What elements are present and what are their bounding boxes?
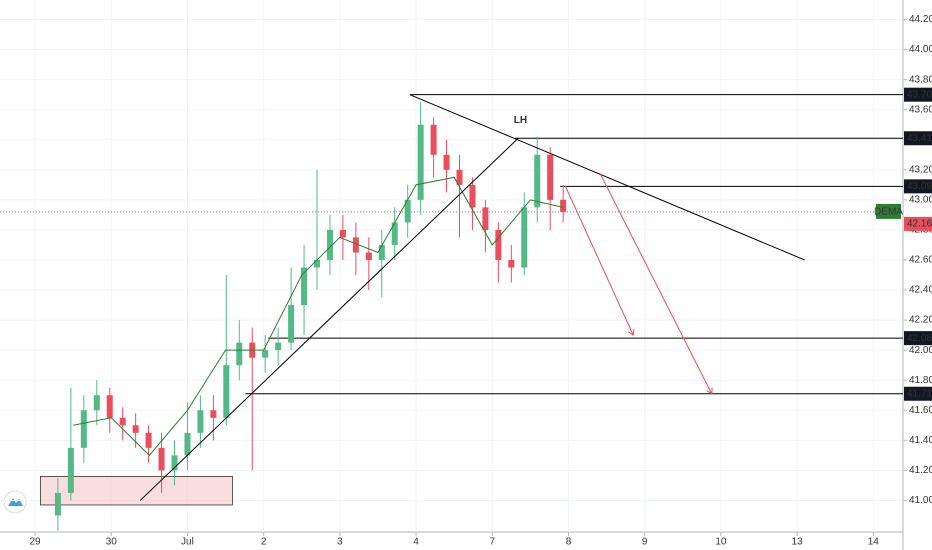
y-tick-label: 41.20 <box>909 465 932 476</box>
x-tick-label: 3 <box>337 537 343 548</box>
candle-body <box>54 492 61 516</box>
x-tick-label: 9 <box>642 537 648 548</box>
x-tick-label: 14 <box>868 537 880 548</box>
y-tick-label: 41.60 <box>909 405 932 416</box>
level-label: 42.08 <box>907 333 932 344</box>
x-tick-label: 2 <box>261 537 267 548</box>
level-label-bg <box>904 331 932 346</box>
level-label-bg <box>904 87 932 102</box>
level-label-bg <box>904 131 932 146</box>
level-label: 43.70 <box>907 89 932 100</box>
arrow <box>564 186 634 336</box>
y-tick-label: 42.40 <box>909 285 932 296</box>
candle-body <box>314 259 321 268</box>
candle-body <box>352 237 359 253</box>
level-label: 43.09 <box>907 181 932 192</box>
level-label-bg <box>904 179 932 194</box>
y-tick-label: 41.00 <box>909 495 932 506</box>
candle-body <box>521 207 528 268</box>
y-tick-label: 43.80 <box>909 74 932 85</box>
dema-label-bg <box>876 203 901 219</box>
candle-body <box>339 229 346 238</box>
annotation: LH <box>514 115 527 126</box>
candle-body <box>80 410 87 448</box>
candle-body <box>119 417 126 426</box>
trendline <box>139 137 519 501</box>
candle-body <box>197 410 204 433</box>
y-tick-label: 42.60 <box>909 255 932 266</box>
y-tick-label: 41.40 <box>909 435 932 446</box>
y-tick-label: 42.20 <box>909 315 932 326</box>
arrow-head <box>628 329 635 337</box>
candle-body <box>262 350 269 358</box>
x-tick-label: 10 <box>715 537 727 548</box>
candle-body <box>534 154 541 208</box>
y-tick-label: 43.00 <box>909 195 932 206</box>
level-label-bg <box>904 386 932 401</box>
candle-body <box>482 207 489 230</box>
candle-body <box>391 222 398 245</box>
candle-body <box>236 342 243 366</box>
candle-body <box>171 455 178 471</box>
candle-body <box>223 365 230 418</box>
x-tick-label: 30 <box>106 537 118 548</box>
y-tick-label: 43.60 <box>909 104 932 115</box>
trendline <box>409 94 805 261</box>
price-label: 42.16 <box>907 219 932 230</box>
arrow-head <box>706 387 713 395</box>
x-tick-label: Jul <box>181 537 194 548</box>
candle-body <box>443 154 450 170</box>
candle-body <box>456 169 463 185</box>
y-tick-label: 44.20 <box>909 14 932 25</box>
candle-body <box>210 410 217 418</box>
candle-body <box>560 199 567 212</box>
candle-body <box>365 252 372 260</box>
candle-body <box>417 124 424 200</box>
candle-body <box>184 432 191 456</box>
candle-body <box>326 229 333 260</box>
candle-body <box>404 199 411 223</box>
candle-body <box>430 124 437 155</box>
candle-body <box>132 425 139 433</box>
level-label: 43.41 <box>907 133 932 144</box>
x-tick-label: 29 <box>29 537 41 548</box>
dema-label: DEMA <box>874 207 903 218</box>
candle-body <box>145 432 152 448</box>
x-tick-label: 7 <box>489 537 495 548</box>
candle-body <box>288 305 295 343</box>
x-tick-label: 8 <box>566 537 572 548</box>
candle-body <box>378 244 385 260</box>
candle-body <box>106 395 113 418</box>
level-label: 41.71 <box>907 388 932 399</box>
dema-line <box>73 176 564 457</box>
candle-body <box>67 447 74 493</box>
candle-body <box>93 395 100 411</box>
candle-body <box>547 154 554 200</box>
y-tick-label: 44.00 <box>909 44 932 55</box>
candle-body <box>301 267 308 306</box>
candle-body <box>495 229 502 260</box>
logo <box>3 490 27 514</box>
y-tick-label: 42.00 <box>909 345 932 356</box>
price-label-bg <box>904 216 932 231</box>
x-tick-label: 13 <box>792 537 804 548</box>
candle-body <box>158 447 165 471</box>
y-tick-label: 41.80 <box>909 375 932 386</box>
arrow <box>599 172 713 394</box>
candle-body <box>275 342 282 351</box>
x-tick-label: 4 <box>413 537 419 548</box>
candle-body <box>469 184 476 208</box>
candle-body <box>508 259 515 268</box>
y-tick-label: 43.20 <box>909 164 932 175</box>
